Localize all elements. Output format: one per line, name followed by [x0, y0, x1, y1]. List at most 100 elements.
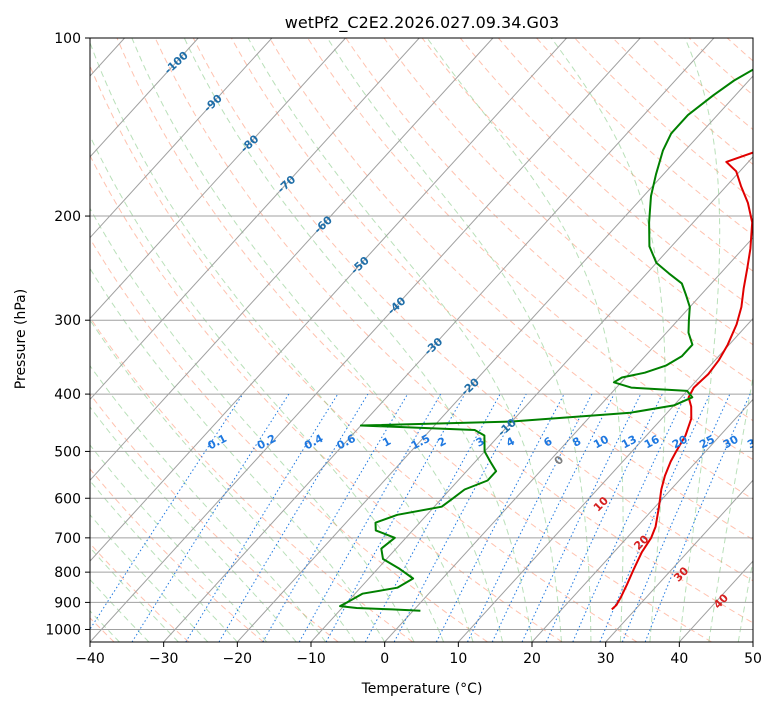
dry-adiabat-line — [154, 38, 753, 624]
isotherm-gridline — [90, 38, 199, 158]
y-tick-label: 200 — [54, 209, 81, 225]
isotherm-gridline — [90, 38, 567, 562]
mixing-ratio-label: 25 — [697, 433, 717, 452]
y-tick-label: 1000 — [45, 622, 81, 638]
dry-adiabat-line — [421, 38, 753, 346]
moist-adiabat-line — [90, 41, 474, 642]
mixing-ratio-line — [185, 393, 339, 642]
mixing-ratio-line — [262, 393, 409, 642]
chart-title: wetPf2_C2E2.2026.027.09.34.G03 — [285, 13, 559, 33]
mixing-ratio-label: 16 — [642, 433, 662, 452]
isotherm-gridline — [605, 479, 753, 642]
mixing-ratio-label: 4 — [504, 434, 517, 449]
dry-adiabat-line — [90, 154, 563, 642]
dry-adiabat-line — [269, 38, 753, 500]
isotherm-label: -100 — [162, 49, 191, 77]
mixing-ratio-line — [131, 393, 290, 642]
mixing-ratio-line — [435, 393, 565, 642]
dry-adiabat-line — [765, 38, 775, 642]
mixing-ratio-label: 0.4 — [302, 432, 326, 453]
dry-adiabat-line — [688, 38, 753, 96]
dry-adiabat-line — [90, 393, 339, 642]
isotherm-gridline — [90, 38, 641, 642]
mixing-ratio-line — [467, 393, 593, 642]
isotherm-gridline — [90, 38, 494, 482]
dry-adiabat-line — [116, 38, 712, 642]
mixing-ratio-label: 13 — [619, 433, 639, 452]
x-tick-label: 20 — [523, 651, 541, 667]
moist-adiabat-line — [90, 319, 356, 642]
dry-adiabat-line — [90, 64, 638, 642]
dry-adiabat-line — [383, 38, 753, 384]
dry-adiabat-label: 20 — [631, 532, 651, 552]
moist-adiabat-line — [708, 374, 753, 642]
y-tick-label: 300 — [54, 313, 81, 329]
y-tick-label: 600 — [54, 491, 81, 507]
isotherm-gridline — [163, 38, 715, 642]
dewpoint-profile-line — [339, 68, 753, 612]
x-axis-label: Temperature (°C) — [361, 681, 483, 697]
x-tick-label: −20 — [223, 651, 253, 667]
moist-adiabat-line — [737, 558, 753, 642]
dry-adiabat-line — [574, 38, 753, 201]
mixing-ratio-label: 36 — [745, 433, 765, 452]
x-tick-label: 50 — [744, 651, 762, 667]
mixing-ratio-line — [545, 393, 663, 642]
plot-area: -100-90-80-70-60-50-40-30-20-100.1 0.2 0.4… — [90, 38, 775, 642]
mixing-ratio-label: 0.2 — [255, 432, 278, 453]
moist-adiabat-line — [550, 38, 666, 642]
moist-adiabat-line — [131, 38, 503, 642]
mixing-ratio-label: 10 — [591, 433, 611, 452]
y-tick-label: 500 — [54, 444, 81, 460]
mixing-ratio-label: 1 — [380, 435, 393, 450]
x-tick-label: 30 — [597, 651, 615, 667]
mixing-ratio-line — [90, 393, 244, 631]
isotherm-gridline — [457, 317, 753, 642]
x-tick-label: 0 — [380, 651, 389, 667]
isotherm-gridline — [531, 398, 753, 642]
mixing-ratio-label: 0.6 — [335, 432, 359, 453]
mixing-ratio-label: 2 — [436, 435, 449, 450]
x-tick-label: −40 — [75, 651, 105, 667]
y-tick-label: 700 — [54, 531, 81, 547]
y-tick-label: 900 — [54, 595, 81, 611]
isotherm-gridline — [236, 75, 753, 642]
isotherm-gridline — [90, 38, 273, 239]
mixing-ratio-line — [491, 393, 615, 642]
temperature-profile-line — [611, 151, 753, 611]
dry-adiabat-line — [612, 38, 753, 166]
moist-adiabat-line — [90, 134, 445, 642]
mixing-ratio-label: 1.5 — [409, 432, 432, 453]
moist-adiabat-line — [90, 444, 268, 642]
moist-adiabat-line — [90, 480, 238, 642]
y-tick-label: 100 — [54, 31, 81, 47]
plot-frame — [89, 37, 754, 643]
mixing-ratio-label: 8 — [570, 435, 583, 450]
moist-adiabat-line — [90, 207, 415, 642]
x-tick-label: −10 — [296, 651, 326, 667]
dry-adiabat-line — [230, 38, 753, 541]
dry-adiabat-line — [90, 316, 414, 642]
y-axis-label: Pressure (hPa) — [13, 289, 29, 389]
mixing-ratio-line — [644, 393, 751, 642]
moist-adiabat-line — [426, 38, 624, 642]
dry-adiabat-line — [459, 38, 753, 309]
mixing-ratio-line — [325, 393, 466, 642]
mixing-ratio-line — [218, 393, 369, 642]
mixing-ratio-label: 20 — [670, 433, 690, 452]
isotherm-gridline — [90, 38, 420, 401]
background-lines — [90, 38, 775, 642]
moist-adiabat-line — [678, 38, 721, 642]
mixing-ratio-lines — [90, 393, 751, 642]
mixing-ratio-line — [572, 393, 687, 642]
mixing-ratio-line — [521, 393, 642, 642]
mixing-ratio-line — [298, 393, 442, 642]
line-labels: -100-90-80-70-60-50-40-30-20-100.1 0.2 0.4… — [162, 49, 765, 612]
dry-adiabat-line — [536, 38, 753, 236]
mixing-ratio-label: 30 — [721, 433, 741, 452]
dry-adiabat-line — [90, 468, 264, 642]
x-tick-label: −30 — [149, 651, 179, 667]
dry-adiabat-line — [192, 38, 753, 582]
mixing-ratio-label: 0.1 — [206, 432, 229, 453]
